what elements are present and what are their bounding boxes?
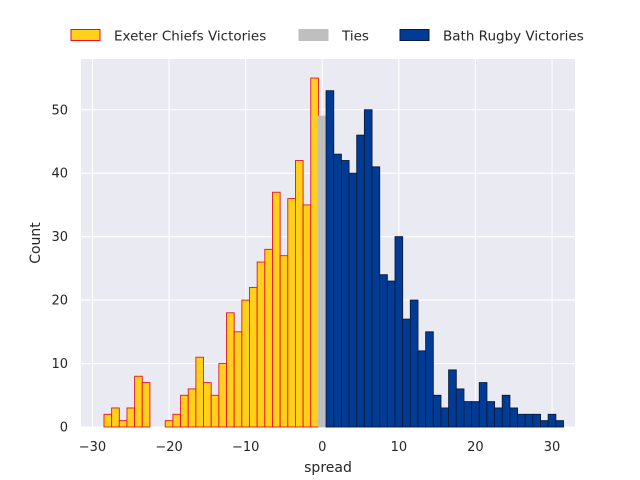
- bar-ties-0: [317, 115, 327, 428]
- bar-exeter-chiefs-victories--4: [287, 198, 296, 428]
- bars-group: [103, 77, 564, 428]
- legend: Exeter Chiefs Victories Ties Bath Rugby Vi…: [70, 29, 584, 45]
- y-tick-label: 40: [51, 167, 68, 182]
- bar-exeter-chiefs-victories--1: [310, 77, 319, 428]
- bar-bath-rugby-victories-13: [417, 350, 427, 428]
- bar-exeter-chiefs-victories--14: [210, 394, 220, 428]
- legend-swatch-bath-rugby-victories: [399, 29, 430, 41]
- bar-bath-rugby-victories-14: [425, 331, 434, 428]
- y-tick-label: 20: [51, 294, 68, 309]
- bar-bath-rugby-victories-25: [509, 407, 519, 428]
- bar-bath-rugby-victories-31: [555, 420, 564, 428]
- bar-bath-rugby-victories-23: [494, 407, 503, 428]
- legend-swatch-exeter-chiefs-victories: [70, 29, 101, 41]
- bar-exeter-chiefs-victories--5: [279, 255, 289, 428]
- bar-exeter-chiefs-victories--11: [233, 331, 243, 428]
- bar-bath-rugby-victories-26: [517, 413, 526, 428]
- bar-bath-rugby-victories-29: [540, 420, 549, 428]
- bar-exeter-chiefs-victories--13: [218, 363, 227, 428]
- x-tick-label: 20: [467, 440, 484, 455]
- x-tick-label: −30: [79, 440, 106, 455]
- bar-exeter-chiefs-victories--26: [118, 420, 128, 428]
- bar-bath-rugby-victories-2: [333, 153, 342, 428]
- bar-bath-rugby-victories-3: [340, 160, 350, 428]
- bar-exeter-chiefs-victories--15: [203, 382, 212, 428]
- bar-bath-rugby-victories-11: [402, 318, 411, 428]
- y-tick-label: 10: [51, 357, 68, 372]
- bar-bath-rugby-victories-5: [356, 134, 365, 428]
- bar-bath-rugby-victories-15: [432, 394, 442, 428]
- bar-bath-rugby-victories-8: [379, 274, 388, 428]
- bar-bath-rugby-victories-28: [532, 413, 541, 428]
- y-axis-label: Count: [28, 222, 44, 264]
- bar-bath-rugby-victories-1: [325, 90, 335, 428]
- bar-bath-rugby-victories-27: [524, 413, 534, 428]
- legend-label-ties: Ties: [341, 29, 369, 45]
- bar-bath-rugby-victories-6: [363, 109, 373, 428]
- bar-exeter-chiefs-victories--9: [249, 286, 258, 428]
- x-tick-label: 0: [318, 440, 326, 455]
- bar-exeter-chiefs-victories--6: [272, 191, 281, 428]
- bar-exeter-chiefs-victories--18: [180, 394, 189, 428]
- bar-bath-rugby-victories-21: [478, 382, 488, 428]
- bar-exeter-chiefs-victories--7: [264, 248, 273, 428]
- y-tick-label: 0: [60, 421, 68, 436]
- bar-bath-rugby-victories-12: [409, 299, 419, 428]
- y-tick-label: 30: [51, 230, 68, 245]
- bar-exeter-chiefs-victories--25: [126, 407, 136, 428]
- bar-exeter-chiefs-victories--27: [111, 407, 120, 428]
- bar-exeter-chiefs-victories--3: [295, 160, 304, 428]
- bar-bath-rugby-victories-16: [440, 407, 450, 428]
- bar-exeter-chiefs-victories--20: [164, 420, 174, 428]
- x-tick-label: 30: [544, 440, 561, 455]
- bar-bath-rugby-victories-4: [348, 172, 358, 428]
- bar-bath-rugby-victories-17: [448, 369, 457, 428]
- x-axis-ticks: −30 −20 −10 0 10 20 30: [79, 440, 561, 455]
- legend-label-exeter-chiefs-victories: Exeter Chiefs Victories: [114, 29, 266, 45]
- legend-swatch-ties: [298, 29, 329, 41]
- bar-bath-rugby-victories-22: [486, 401, 496, 428]
- bar-exeter-chiefs-victories--2: [302, 204, 312, 428]
- bar-exeter-chiefs-victories--10: [241, 299, 250, 428]
- x-tick-label: −10: [232, 440, 259, 455]
- bar-exeter-chiefs-victories--28: [103, 413, 113, 428]
- legend-label-bath-rugby-victories: Bath Rugby Victories: [443, 29, 584, 45]
- bar-bath-rugby-victories-9: [386, 280, 396, 428]
- x-axis-label: spread: [304, 460, 352, 476]
- bar-exeter-chiefs-victories--16: [195, 356, 204, 428]
- bar-exeter-chiefs-victories--24: [134, 375, 143, 428]
- x-tick-label: −20: [155, 440, 182, 455]
- bar-exeter-chiefs-victories--8: [256, 261, 266, 428]
- y-tick-label: 50: [51, 103, 68, 118]
- bar-bath-rugby-victories-20: [471, 401, 480, 428]
- y-axis-ticks: 0 10 20 30 40 50: [51, 103, 68, 435]
- x-tick-label: 10: [391, 440, 408, 455]
- bar-bath-rugby-victories-7: [371, 166, 381, 428]
- bar-exeter-chiefs-victories--23: [141, 382, 151, 428]
- bar-exeter-chiefs-victories--19: [172, 413, 182, 428]
- bar-bath-rugby-victories-10: [394, 236, 404, 428]
- bar-bath-rugby-victories-30: [547, 413, 557, 428]
- bar-exeter-chiefs-victories--17: [187, 388, 197, 428]
- bar-bath-rugby-victories-19: [463, 401, 473, 428]
- bar-exeter-chiefs-victories--12: [226, 312, 235, 428]
- bar-bath-rugby-victories-24: [501, 394, 511, 428]
- bar-bath-rugby-victories-18: [455, 388, 465, 428]
